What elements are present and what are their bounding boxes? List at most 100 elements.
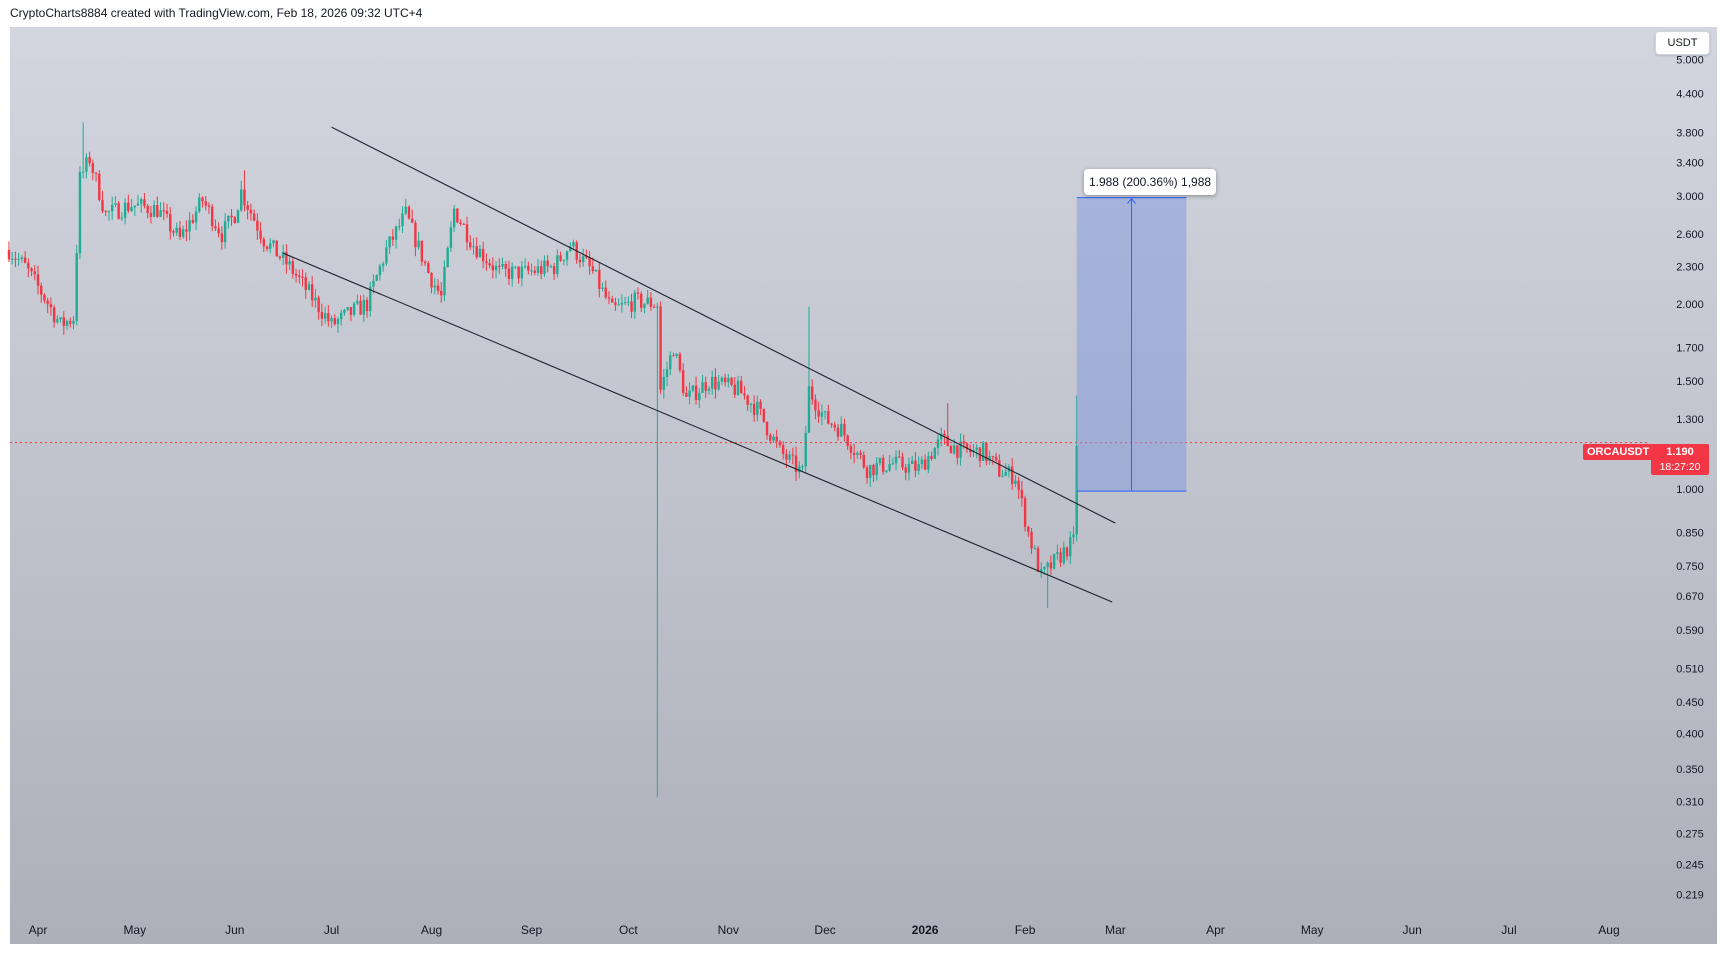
candle-body (707, 388, 711, 391)
candle-body (381, 263, 385, 266)
price-axis[interactable]: 5.000 4.400 3.800 3.400 3.000 2.600 2.300 2.000… (1676, 54, 1704, 901)
candle-body (969, 449, 972, 453)
candle-body (833, 424, 836, 428)
candle-body (469, 242, 472, 248)
candle-body (259, 230, 262, 239)
time-tick-label: Mar (1105, 923, 1126, 937)
candle-body (140, 199, 143, 204)
candle-body (178, 227, 182, 237)
candle-body (649, 297, 653, 307)
candle-body (7, 249, 11, 260)
candle-body (243, 189, 246, 206)
candle-body (385, 247, 388, 264)
last-price-value: 1.190 (1666, 446, 1694, 458)
candle-body (904, 467, 907, 473)
candle-body (10, 258, 14, 260)
candle-body (872, 464, 875, 476)
candle-body (143, 199, 146, 206)
candle-body (656, 306, 659, 308)
candle-body (240, 189, 243, 211)
candle-body (217, 228, 220, 234)
candle-body (388, 236, 391, 248)
candle-body (123, 202, 127, 218)
candle-body (743, 393, 746, 396)
candle-body (830, 423, 833, 425)
candle-body (156, 204, 159, 217)
candle-body (840, 423, 843, 437)
candle-body (820, 412, 824, 417)
candle-body (623, 302, 627, 304)
candle-body (775, 436, 778, 442)
candle-body (430, 272, 433, 288)
price-tick-label: 1.700 (1676, 342, 1704, 354)
candle-body (727, 377, 730, 383)
time-tick-label: Jun (225, 923, 244, 937)
candle-body (769, 435, 772, 441)
candle-body (1062, 547, 1066, 563)
candle-body (765, 421, 769, 436)
candle-body (236, 210, 240, 224)
candle-body (88, 157, 91, 164)
candle-body (736, 380, 740, 395)
candle-body (617, 304, 620, 306)
candle-body (165, 210, 169, 214)
candle-body (485, 261, 488, 264)
candle-body (462, 223, 466, 225)
price-tick-label: 0.245 (1676, 859, 1704, 871)
candle-body (365, 299, 369, 312)
candle-body (346, 307, 349, 310)
candle-body (733, 384, 736, 395)
candle-body (878, 457, 882, 464)
candle-body (440, 291, 443, 296)
candle-body (1010, 466, 1014, 484)
candle-body (375, 275, 378, 281)
candle-body (949, 445, 953, 454)
candle-body (740, 380, 743, 394)
candle-body (946, 435, 949, 446)
bar-countdown: 18:27:20 (1659, 461, 1701, 473)
candle-body (36, 274, 40, 286)
candle-body (1065, 547, 1069, 557)
candle-body (481, 248, 485, 262)
candle-body (359, 300, 362, 315)
candle-body (988, 456, 991, 461)
price-tick-label: 5.000 (1676, 54, 1704, 66)
candle-body (717, 381, 720, 390)
candle-body (730, 377, 733, 385)
price-tick-label: 0.219 (1676, 889, 1704, 901)
candle-body (540, 266, 543, 274)
candle-body (249, 209, 253, 214)
candle-body (491, 265, 495, 271)
candle-body (436, 285, 440, 292)
time-axis[interactable]: Apr May Jun Jul Aug Sep Oct Nov Dec 2026 Feb Mar Apr… (29, 923, 1620, 937)
candle-body (746, 395, 749, 405)
candle-body (675, 354, 678, 356)
price-tick-label: 0.450 (1676, 697, 1704, 709)
price-tick-label: 0.590 (1676, 625, 1704, 637)
price-tick-label: 0.670 (1676, 591, 1704, 603)
candle-body (446, 247, 449, 267)
candle-body (956, 445, 959, 458)
price-tick-label: 3.000 (1676, 191, 1704, 203)
plot-background (10, 27, 1717, 944)
currency-button[interactable]: USDT (1655, 31, 1710, 55)
candle-body (410, 218, 414, 223)
candle-body (907, 464, 911, 473)
candle-body (498, 265, 501, 267)
candle-body (120, 217, 124, 219)
candle-body (549, 266, 553, 268)
candle-body (433, 285, 436, 288)
candle-body (581, 255, 585, 263)
candle-body (136, 203, 140, 206)
candle-body (788, 454, 791, 460)
candle-body (472, 246, 475, 248)
candle-body (901, 456, 904, 468)
candle-body (720, 377, 724, 382)
candle-body (201, 197, 204, 202)
candle-body (894, 456, 898, 464)
candle-body (762, 408, 766, 422)
price-tick-label: 2.300 (1676, 262, 1704, 274)
candle-body (152, 204, 156, 217)
candle-body (310, 284, 314, 301)
